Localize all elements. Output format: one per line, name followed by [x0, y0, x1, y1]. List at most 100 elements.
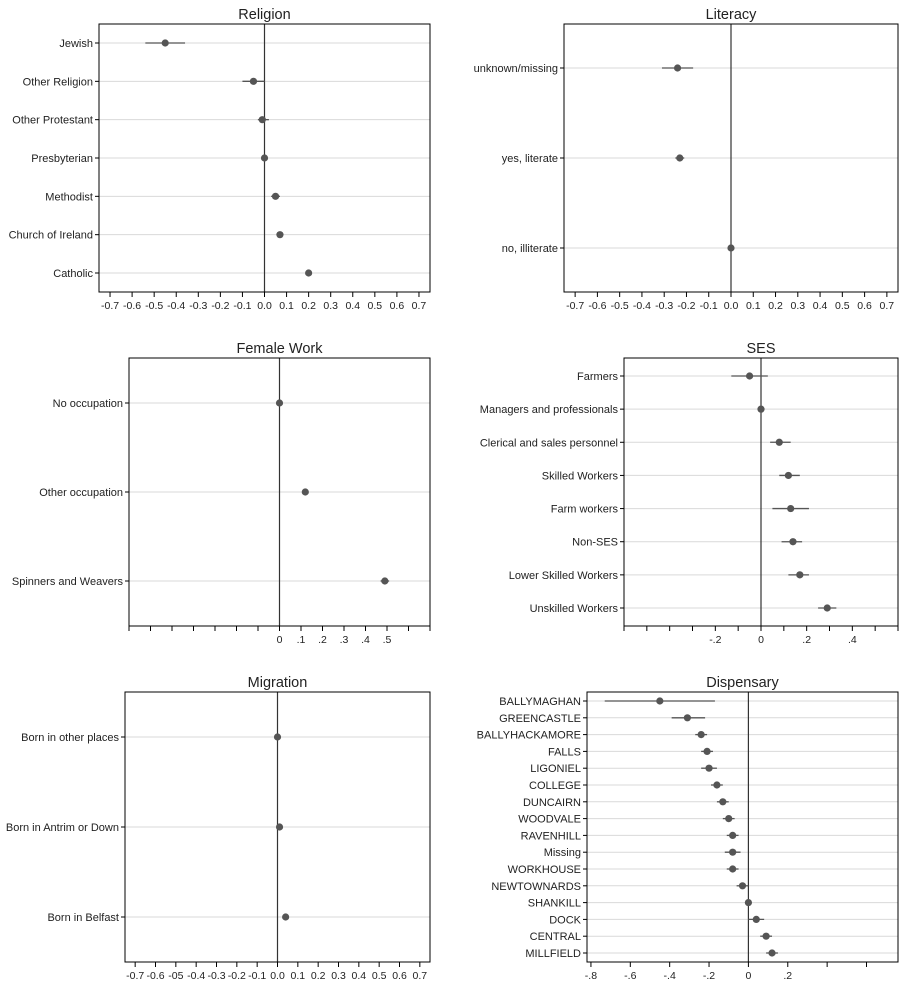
- x-tick-label: .3: [340, 634, 349, 646]
- x-tick-label: 0.5: [368, 300, 383, 312]
- x-tick-label: -0.5: [611, 300, 629, 312]
- x-tick-label: 0.6: [390, 300, 405, 312]
- x-tick-label: 0.7: [413, 970, 428, 982]
- x-tick-label: 0.2: [301, 300, 316, 312]
- point-estimate: [762, 932, 770, 940]
- x-tick-label: -0.6: [123, 300, 141, 312]
- point-estimate: [823, 604, 831, 612]
- x-tick-label: 0.0: [270, 970, 285, 982]
- literacy-title: Literacy: [706, 7, 758, 23]
- x-tick-label: -.4: [664, 970, 676, 982]
- category-label: yes, literate: [502, 153, 558, 165]
- x-tick-label: 0.0: [724, 300, 739, 312]
- point-estimate: [161, 39, 169, 47]
- x-tick-label: -0.1: [248, 970, 266, 982]
- x-tick-label: -0.3: [207, 970, 225, 982]
- literacy-panel: Literacy unknown/missing yes, literate no, …: [474, 7, 899, 312]
- category-label: Farmers: [577, 371, 618, 383]
- x-tick-label: -.2: [703, 970, 715, 982]
- x-tick-label: -0.6: [146, 970, 164, 982]
- x-tick-label: -0.2: [211, 300, 229, 312]
- category-label: BALLYHACKAMORE: [477, 730, 581, 742]
- category-label: Jewish: [59, 38, 93, 50]
- religion-panel: Religion Jewish Other Religion Other Protes…: [9, 7, 431, 312]
- x-tick-label: 0.4: [352, 970, 367, 982]
- point-estimate: [729, 848, 737, 856]
- category-label: Unskilled Workers: [530, 603, 619, 615]
- category-label: Skilled Workers: [542, 470, 619, 482]
- x-tick-label: -0.5: [145, 300, 163, 312]
- x-tick-label: 0.1: [279, 300, 294, 312]
- x-tick-label: -0.4: [167, 300, 185, 312]
- x-tick-label: 0.2: [311, 970, 326, 982]
- point-estimate: [796, 571, 804, 579]
- point-estimate: [683, 714, 691, 722]
- category-label: Managers and professionals: [480, 404, 619, 416]
- point-estimate: [752, 915, 760, 924]
- x-tick-label: 0.7: [412, 300, 427, 312]
- point-estimate: [745, 372, 754, 380]
- point-estimate: [729, 831, 737, 840]
- point-estimate: [703, 747, 711, 756]
- x-tick-label: -05: [168, 970, 183, 982]
- category-label: Other Religion: [23, 76, 93, 88]
- dispensary-plot-frame: [586, 691, 899, 963]
- category-label: Presbyterian: [31, 153, 93, 165]
- ses-title: SES: [746, 341, 775, 357]
- x-tick-label: -.8: [585, 970, 597, 982]
- category-label: CENTRAL: [530, 931, 581, 943]
- x-tick-label: .2: [318, 634, 327, 646]
- point-estimate: [744, 899, 753, 907]
- point-estimate: [273, 733, 282, 741]
- point-estimate: [301, 488, 309, 496]
- x-tick-label: -0.7: [101, 300, 119, 312]
- x-tick-label: -0.3: [189, 300, 207, 312]
- category-label: Born in other places: [21, 732, 119, 744]
- x-tick-label: 0.5: [835, 300, 850, 312]
- point-estimate: [275, 399, 284, 407]
- x-tick-label: -0.7: [566, 300, 584, 312]
- female_work-title: Female Work: [237, 341, 324, 357]
- ses-panel: SES Farmers Managers and professionals Cler…: [480, 341, 899, 646]
- point-estimate: [656, 697, 664, 705]
- point-estimate: [789, 538, 797, 546]
- x-tick-label: -0.4: [633, 300, 651, 312]
- x-tick-label: .4: [848, 634, 857, 646]
- category-label: RAVENHILL: [521, 830, 581, 842]
- category-label: NEWTOWNARDS: [491, 881, 581, 893]
- point-estimate: [757, 405, 765, 413]
- x-tick-label: 0.3: [331, 970, 346, 982]
- x-tick-label: 0.3: [790, 300, 805, 312]
- point-estimate: [768, 949, 776, 957]
- x-tick-label: 0.5: [372, 970, 387, 982]
- x-tick-label: 0.0: [257, 300, 272, 312]
- point-estimate: [271, 192, 280, 200]
- category-label: Farm workers: [551, 504, 619, 516]
- point-estimate: [787, 504, 795, 513]
- category-label: no, illiterate: [502, 243, 558, 255]
- category-label: SHANKILL: [528, 898, 581, 910]
- x-tick-label: -.6: [624, 970, 636, 982]
- category-label: FALLS: [548, 746, 581, 758]
- point-estimate: [713, 781, 721, 789]
- x-tick-label: -0.1: [700, 300, 718, 312]
- category-label: WORKHOUSE: [508, 864, 581, 876]
- point-estimate: [249, 77, 258, 85]
- point-estimate: [282, 913, 290, 921]
- x-tick-label: .2: [783, 970, 792, 982]
- point-estimate: [738, 882, 747, 890]
- point-estimate: [727, 244, 735, 252]
- point-estimate: [275, 823, 284, 831]
- x-tick-label: 0.2: [768, 300, 783, 312]
- category-label: Born in Belfast: [47, 912, 119, 924]
- category-label: GREENCASTLE: [499, 713, 581, 725]
- x-tick-label: 0.1: [291, 970, 306, 982]
- x-tick-label: -.2: [709, 634, 721, 646]
- category-label: Methodist: [45, 191, 93, 203]
- point-estimate: [673, 64, 682, 72]
- x-tick-label: -0.3: [655, 300, 673, 312]
- x-tick-label: 0.1: [746, 300, 761, 312]
- point-estimate: [775, 438, 783, 446]
- x-tick-label: -0.7: [126, 970, 144, 982]
